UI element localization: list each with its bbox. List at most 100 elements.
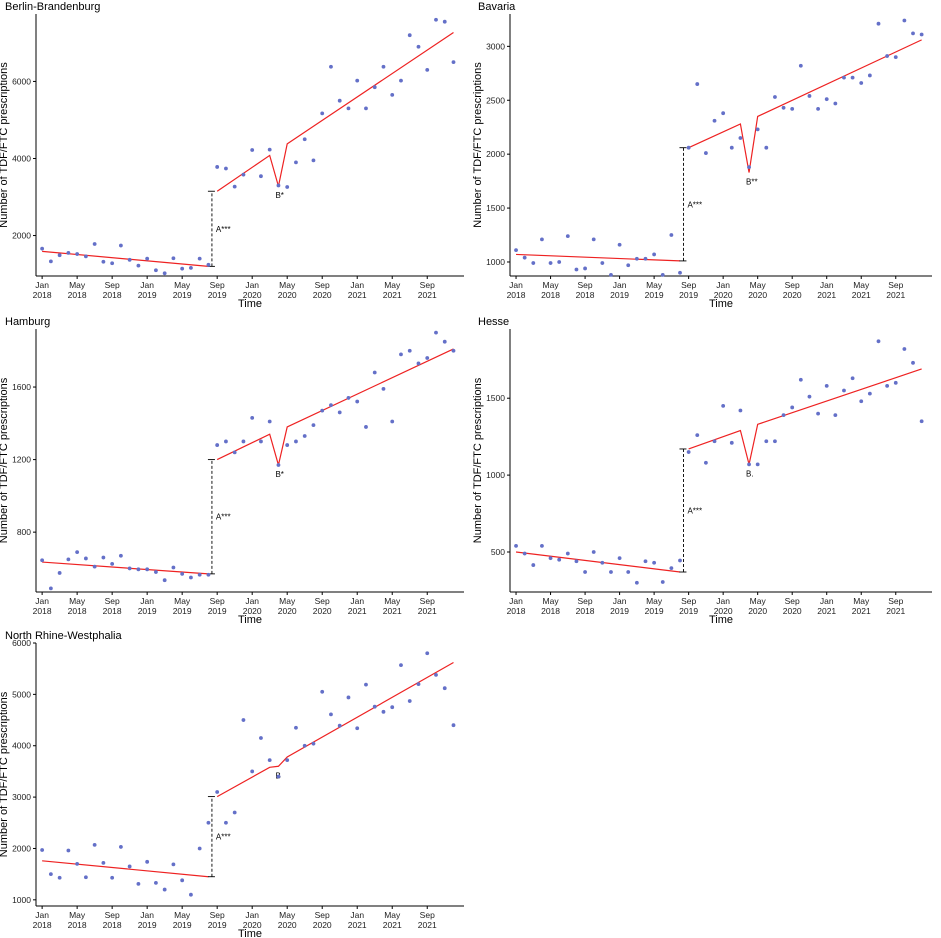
x-tick-month: May [174,280,191,290]
data-point [154,880,158,885]
y-tick-label: 1600 [12,382,31,392]
data-point [522,551,527,556]
x-tick-year: 2019 [610,606,629,616]
post-intervention-trend-line [216,348,454,466]
data-point [399,663,403,667]
data-point [267,419,272,424]
data-point [583,570,587,574]
data-point [790,405,795,410]
data-point [145,567,150,572]
data-point [250,769,255,774]
data-point [302,137,307,142]
data-point [136,882,141,886]
x-tick-year: 2020 [313,290,332,300]
data-point [399,78,403,83]
data-point [807,394,812,399]
annotation-b: B* [275,470,283,479]
x-tick-year: 2021 [383,606,402,616]
y-tick-label: 4000 [12,153,31,163]
x-tick-year: 2021 [383,290,402,300]
x-tick-month: Jan [35,910,49,920]
x-tick-year: 2021 [418,290,437,300]
data-point [118,845,123,849]
data-point [867,73,872,78]
data-point [329,64,333,69]
x-tick-month: Sep [315,910,330,920]
data-point [267,758,272,763]
x-tick-year: 2018 [541,606,560,616]
data-point [127,257,132,262]
data-point [902,18,907,23]
data-point [302,743,307,748]
data-point [557,557,562,562]
x-tick-month: Sep [681,280,696,290]
y-axis-title: Number of TDF/FTC prescriptions [472,62,484,228]
data-point [522,255,527,260]
x-tick-year: 2021 [348,920,367,930]
data-point [514,543,518,548]
x-tick-month: Jan [35,596,49,606]
x-tick-month: May [750,280,767,290]
x-tick-year: 2019 [208,606,227,616]
data-point [311,423,316,428]
data-point [92,842,97,847]
data-point [807,94,812,98]
data-point [721,404,726,408]
data-point [285,185,290,189]
x-tick-year: 2021 [418,606,437,616]
x-tick-month: May [853,280,870,290]
x-tick-month: Sep [578,280,593,290]
x-tick-year: 2018 [576,606,595,616]
data-point [574,267,579,272]
data-point [83,254,88,259]
data-point [154,570,158,574]
data-point [364,682,368,687]
data-point [695,433,700,438]
x-tick-year: 2019 [138,606,157,616]
data-point [548,556,553,561]
y-tick-label: 2500 [486,95,505,105]
x-tick-year: 2018 [68,920,87,930]
x-tick-year: 2018 [576,290,595,300]
panel-bavaria: Bavaria10001500200025003000Jan2018May201… [472,1,932,310]
data-point [617,242,622,247]
data-point [824,384,829,388]
annotation-b: B. [746,469,754,478]
data-point [574,559,579,564]
data-point [729,440,734,445]
data-point [40,558,45,563]
data-point [48,872,53,877]
x-tick-month: Sep [785,280,800,290]
x-tick-month: Jan [350,280,364,290]
x-tick-year: 2018 [68,606,87,616]
data-point [346,695,351,700]
data-point [600,560,605,565]
x-tick-month: Sep [420,596,435,606]
data-point [540,237,544,242]
annotation-a: A*** [216,513,231,522]
data-point [425,67,430,72]
data-point [381,64,386,69]
data-point [171,256,176,261]
data-point [355,78,360,83]
panel-hesse: Hesse50010001500Jan2018May2018Sep2018Jan… [472,316,932,626]
y-axis-title: Number of TDF/FTC prescriptions [0,691,10,857]
data-point [451,60,456,65]
data-point [180,571,185,576]
data-point [355,399,360,404]
x-tick-month: Jan [35,280,49,290]
data-point [626,263,631,268]
data-point [259,174,263,179]
pre-intervention-trend-line [42,561,209,575]
data-point [919,32,924,37]
data-point [407,348,412,353]
y-tick-label: 2000 [12,231,31,241]
y-tick-label: 1500 [486,203,505,213]
data-point [416,361,421,366]
x-tick-year: 2018 [68,290,87,300]
data-point [110,261,115,266]
data-point [399,352,403,357]
y-tick-label: 1000 [486,470,505,480]
x-tick-year: 2018 [103,920,122,930]
x-tick-year: 2019 [610,290,629,300]
